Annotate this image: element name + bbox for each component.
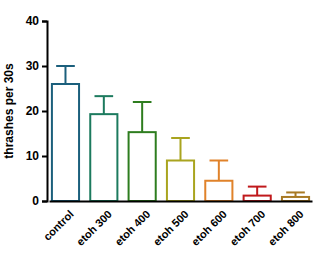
error-cap (133, 101, 152, 103)
x-tick-label: etoh 600 (189, 208, 229, 248)
error-bar (133, 102, 152, 132)
bar (244, 196, 271, 201)
x-axis: controletoh 300etoh 400etoh 500etoh 600e… (41, 201, 313, 248)
x-tick-label: control (41, 208, 76, 243)
y-tick: 10 (26, 149, 47, 163)
error-cap (286, 191, 305, 193)
error-bar (210, 161, 229, 181)
error-bar (94, 96, 113, 114)
y-tick: 20 (26, 104, 47, 118)
bar (52, 84, 79, 201)
x-tick: etoh 800 (266, 201, 306, 248)
error-stem (64, 66, 66, 84)
x-tick-label: etoh 400 (112, 208, 152, 248)
marks (52, 66, 309, 201)
error-stem (141, 102, 143, 132)
y-tick: 40 (26, 14, 47, 28)
y-tick-label: 40 (26, 14, 40, 28)
error-bar (171, 138, 190, 161)
bar (129, 132, 156, 201)
error-stem (256, 187, 258, 196)
y-tick-label: 20 (26, 104, 40, 118)
error-cap (94, 95, 113, 97)
y-tick-label: 30 (26, 59, 40, 73)
x-tick-label: etoh 300 (74, 208, 114, 248)
y-tick-mark (42, 66, 47, 68)
y-tick-label: 0 (32, 194, 39, 208)
x-tick: control (41, 201, 76, 243)
x-tick: etoh 600 (189, 201, 229, 248)
y-axis-line (42, 22, 48, 202)
y-tick: 0 (32, 194, 47, 208)
error-cap (210, 160, 229, 162)
y-axis: 0 10 20 30 40 (26, 14, 48, 208)
y-tick: 30 (26, 59, 47, 73)
x-axis-line (50, 201, 313, 203)
error-bar (56, 66, 75, 84)
error-stem (103, 96, 105, 114)
bar (167, 161, 194, 202)
y-tick-mark (42, 21, 47, 23)
x-tick-label: etoh 500 (151, 208, 191, 248)
bar (90, 114, 117, 201)
error-cap (56, 65, 75, 67)
chart: 0 10 20 30 40 controletoh 300etoh 400etoh 500… (0, 0, 320, 278)
error-cap (248, 186, 267, 188)
bar (282, 197, 309, 201)
x-tick: etoh 700 (227, 201, 267, 248)
y-axis-title: thrashes per 30s (2, 63, 16, 159)
x-tick: etoh 400 (112, 201, 152, 248)
x-tick: etoh 500 (151, 201, 191, 248)
y-tick-label: 10 (26, 149, 40, 163)
error-stem (218, 161, 220, 181)
plot: 0 10 20 30 40 controletoh 300etoh 400etoh 500… (26, 14, 313, 247)
bar (205, 181, 232, 201)
y-tick-mark (42, 111, 47, 113)
error-bar (248, 187, 267, 196)
error-stem (180, 138, 182, 161)
x-tick-label: etoh 800 (266, 208, 306, 248)
y-tick-mark (42, 156, 47, 158)
error-cap (171, 137, 190, 139)
y-tick-mark (42, 201, 47, 203)
x-tick-label: etoh 700 (227, 208, 267, 248)
x-tick: etoh 300 (74, 201, 114, 248)
